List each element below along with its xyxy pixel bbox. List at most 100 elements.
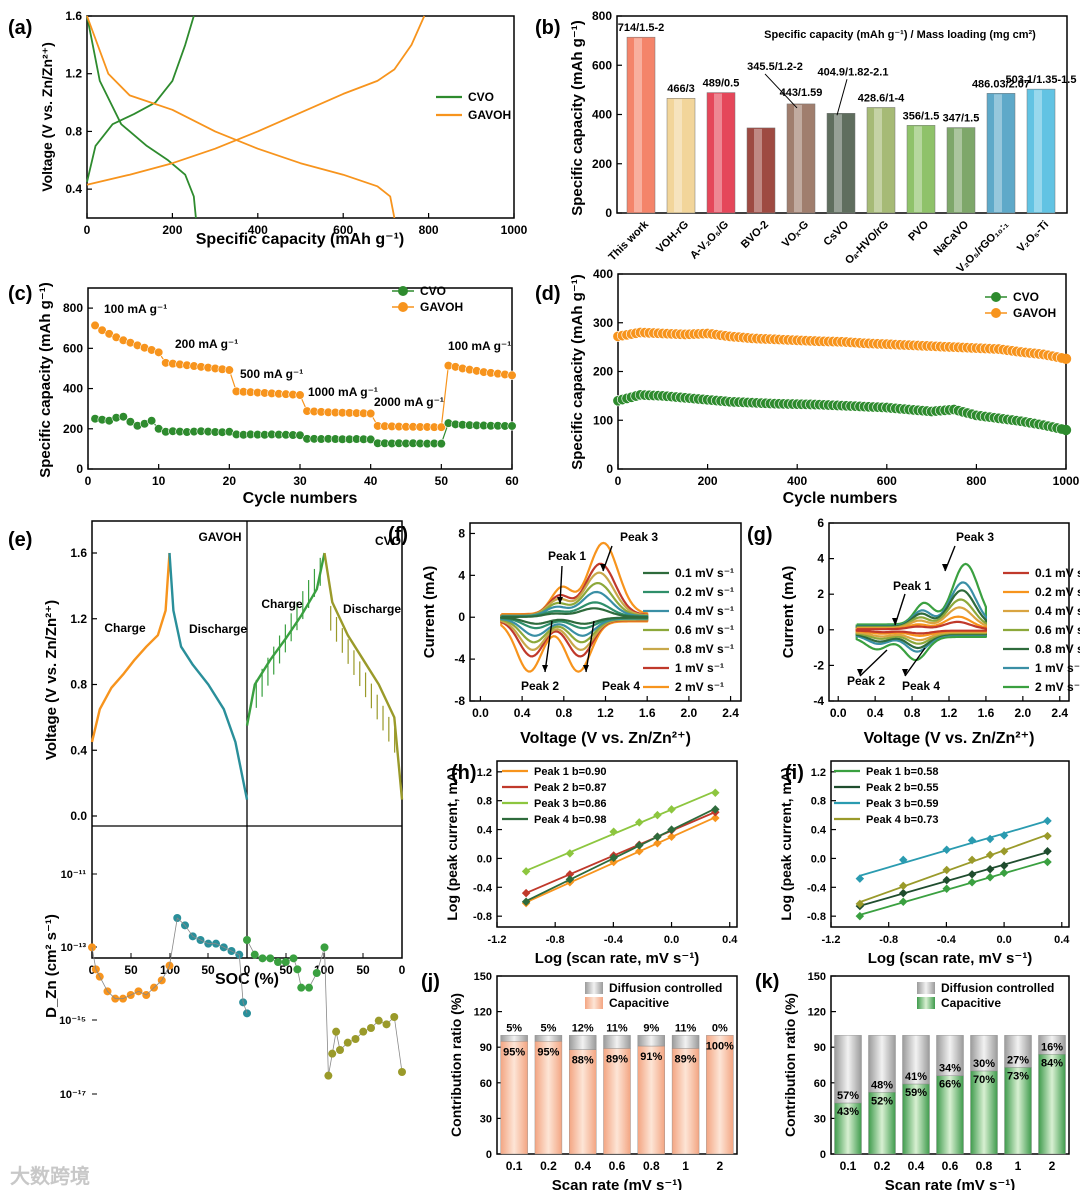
- x-axis-label-i: Log (scan rate, mV s⁻¹): [868, 950, 1033, 967]
- series-line-gavoh-discharge: [168, 552, 249, 800]
- y-tick-label-b: 0: [605, 206, 612, 220]
- data-point-h: [521, 867, 531, 876]
- data-point-cvo-diffusion: [382, 1020, 391, 1029]
- bar-label-b: 345.5/1.2-2: [747, 61, 803, 73]
- y-tick-label-g: 2: [817, 587, 824, 601]
- peak-arrowhead-g: [942, 564, 948, 571]
- data-point-h: [653, 832, 662, 842]
- peak-label-f: Peak 1: [548, 549, 586, 563]
- cv-curve-f: [500, 541, 649, 673]
- y-tick-label-a: 0.8: [65, 124, 82, 138]
- y-tick-label-d: 300: [593, 316, 613, 330]
- y-tick-label-b: 200: [592, 157, 612, 171]
- x-tick-label-g: 2.0: [1015, 706, 1032, 720]
- data-point-cvo-diffusion: [281, 958, 290, 966]
- y-tick-label-e-bottom: 10⁻¹³: [61, 942, 87, 954]
- bar-diffusion-k: [868, 1035, 896, 1093]
- data-point-i: [855, 874, 865, 883]
- data-point-h: [711, 813, 720, 823]
- x-tick-label-f: 1.6: [639, 706, 656, 720]
- bar-diffusion-k: [1038, 1035, 1066, 1055]
- data-point-i: [967, 855, 977, 865]
- y-axis-label-b: Specific capacity (mAh g⁻¹): [569, 20, 586, 215]
- bar-label-b: 486.03/2.07: [972, 78, 1030, 90]
- peak-label-g: Peak 3: [956, 530, 994, 544]
- x-axis-label-e: SOC (%): [215, 971, 279, 988]
- y-tick-label-e-top: 0.0: [70, 809, 87, 823]
- data-point-h: [609, 853, 618, 862]
- y-tick-label-a: 0.4: [65, 182, 82, 196]
- bar-capacitive-k: [868, 1092, 896, 1155]
- y-tick-label-h: 0.0: [477, 853, 492, 865]
- annotation-e: CVO: [375, 534, 401, 548]
- x-tick-label-d: 1000: [1053, 474, 1080, 488]
- data-point-cvo-diffusion: [359, 1027, 368, 1036]
- y-axis-label-k: Contribution ratio (%): [782, 993, 798, 1137]
- x-tick-label-c: 10: [152, 474, 166, 488]
- data-point-i: [899, 897, 908, 906]
- data-point-cvo: [118, 412, 128, 422]
- bar-capacitive-j: [637, 1045, 665, 1155]
- panel-label-e: (e): [8, 529, 32, 551]
- plot-frame-i: [830, 760, 1070, 928]
- legend-label-c-cvo: CVO: [420, 284, 446, 298]
- data-point-h: [667, 805, 676, 814]
- legend-label-f-3: 0.6 mV s⁻¹: [675, 623, 734, 637]
- x-category-label-b: VOₓ-G: [780, 219, 811, 250]
- rate-annotation-c: 1000 mA g⁻¹: [308, 385, 378, 399]
- data-point-h: [565, 849, 575, 858]
- legend-label-g-2: 0.4 mV s⁻¹: [1035, 604, 1080, 618]
- x-tick-label-e: 50: [356, 963, 370, 977]
- x-tick-label-f: 0.4: [514, 706, 531, 720]
- bar-label-capacitive-j: 88%: [572, 1055, 594, 1067]
- cv-curve-g: [855, 620, 988, 635]
- x-tick-label-c: 20: [223, 474, 237, 488]
- bar-b: [946, 127, 976, 214]
- legend-label-g-4: 0.8 mV s⁻¹: [1035, 642, 1080, 656]
- data-point-cvo-diffusion: [336, 1046, 344, 1054]
- x-tick-label-k: 0.8: [976, 1159, 993, 1173]
- data-point-i: [985, 865, 995, 874]
- x-axis-label-f: Voltage (V vs. Zn/Zn²⁺): [520, 730, 691, 747]
- data-point-h: [521, 897, 531, 906]
- legend-swatch-k: [917, 982, 935, 994]
- x-tick-label-k: 0.2: [874, 1159, 891, 1173]
- bar-highlight-b: [914, 126, 922, 212]
- fit-line-h: [525, 811, 716, 894]
- x-category-label-b: BVO-2: [739, 219, 771, 251]
- x-axis-label-g: Voltage (V vs. Zn/Zn²⁺): [864, 730, 1035, 747]
- bar-highlight-b: [834, 114, 842, 212]
- x-tick-label-k: 2: [1049, 1159, 1056, 1173]
- bar-label-capacitive-k: 43%: [837, 1106, 859, 1118]
- peak-arrowhead-f: [600, 564, 606, 571]
- x-tick-label-a: 800: [419, 223, 439, 237]
- legend-marker-c-gavoh: [398, 302, 408, 312]
- x-tick-label-j: 0.2: [540, 1159, 557, 1173]
- data-point-cvo-diffusion: [266, 954, 275, 963]
- bar-label-diffusion-k: 41%: [905, 1071, 927, 1083]
- x-tick-label-j: 0.8: [643, 1159, 660, 1173]
- x-tick-label-d: 0: [615, 474, 622, 488]
- bar-label-capacitive-j: 95%: [537, 1046, 559, 1058]
- y-tick-label-g: 6: [817, 516, 824, 530]
- y-tick-label-g: -2: [813, 658, 824, 672]
- x-tick-label-h: -0.8: [546, 934, 565, 946]
- fit-line-i: [859, 851, 1048, 907]
- x-tick-label-i: 0.0: [996, 934, 1011, 946]
- x-axis-label-a: Specific capacity (mAh g⁻¹): [196, 231, 405, 248]
- x-category-label-b: CsVO: [821, 218, 851, 248]
- legend-label-k: Capacitive: [941, 996, 1001, 1010]
- x-tick-label-d: 600: [877, 474, 897, 488]
- y-tick-label-k: 90: [814, 1042, 826, 1054]
- bar-diffusion-k: [936, 1035, 964, 1076]
- x-tick-label-c: 50: [435, 474, 449, 488]
- peak-arrowhead-g: [902, 669, 908, 676]
- data-point-h: [711, 788, 720, 797]
- x-category-label-b: Oₐ-HVO/rG: [843, 219, 891, 267]
- x-tick-label-f: 0.8: [555, 706, 572, 720]
- bar-label-diffusion-k: 57%: [837, 1090, 859, 1102]
- x-tick-label-f: 2.0: [681, 706, 698, 720]
- data-point-cvo-diffusion: [293, 965, 302, 974]
- bar-b: [866, 107, 896, 214]
- bar-highlight-b: [874, 108, 882, 212]
